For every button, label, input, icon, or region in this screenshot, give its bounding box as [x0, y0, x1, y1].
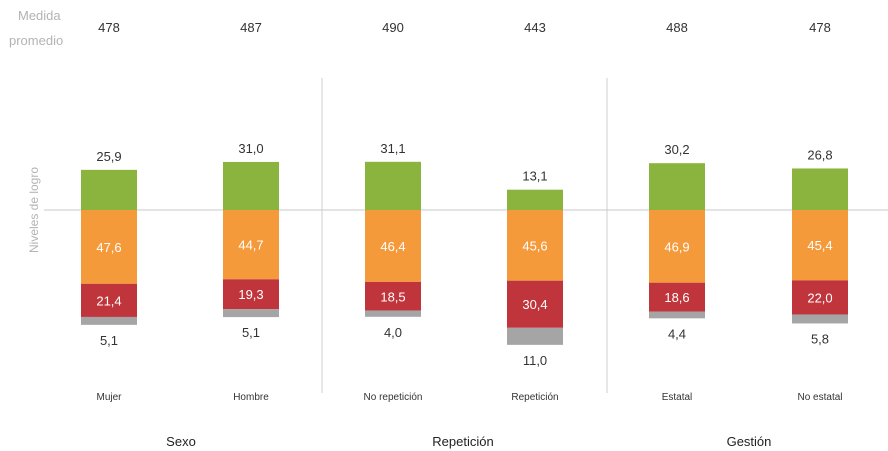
- average-value: 478: [98, 20, 120, 35]
- bar-segment-below-basic: [792, 314, 848, 324]
- bar-segment-satisfactory: [792, 210, 848, 281]
- bar-segment-basic: [507, 280, 563, 328]
- data-label-below-basic: 4,0: [384, 325, 402, 340]
- group-label: Gestión: [727, 434, 772, 449]
- data-label-satisfactory: 45,4: [807, 238, 832, 253]
- y-axis-title: Niveles de logro: [27, 167, 41, 253]
- average-label-line2: promedio: [9, 33, 63, 48]
- data-label-satisfactory: 45,6: [522, 238, 547, 253]
- average-value: 488: [666, 20, 688, 35]
- data-label-below-basic: 5,1: [242, 325, 260, 340]
- data-label-advanced: 30,2: [664, 142, 689, 157]
- data-label-below-basic: 5,1: [100, 333, 118, 348]
- bar-segment-advanced: [223, 161, 279, 210]
- bar-segment-below-basic: [365, 310, 421, 317]
- data-label-advanced: 13,1: [522, 169, 547, 184]
- data-label-satisfactory: 44,7: [238, 238, 263, 253]
- bar-segment-advanced: [649, 163, 705, 210]
- average-value: 490: [382, 20, 404, 35]
- bar-segment-below-basic: [81, 316, 137, 325]
- group-label: Repetición: [432, 434, 493, 449]
- data-label-basic: 18,5: [380, 289, 405, 304]
- data-label-satisfactory: 46,9: [664, 239, 689, 254]
- bar-segment-basic: [792, 280, 848, 315]
- bar-segment-basic: [223, 279, 279, 310]
- average-value: 478: [809, 20, 831, 35]
- data-label-satisfactory: 47,6: [96, 240, 121, 255]
- data-label-basic: 18,6: [664, 290, 689, 305]
- average-legend: Medida promedio: [9, 8, 63, 48]
- category-label: Hombre: [233, 392, 269, 403]
- data-label-below-basic: 11,0: [523, 353, 547, 368]
- bar-segment-advanced: [81, 169, 137, 210]
- category-label: No estatal: [797, 392, 842, 403]
- bar-segment-below-basic: [223, 309, 279, 318]
- data-label-advanced: 31,1: [380, 141, 405, 156]
- bar-segment-satisfactory: [507, 210, 563, 281]
- data-label-advanced: 26,8: [807, 147, 832, 162]
- average-value: 443: [524, 20, 546, 35]
- data-label-below-basic: 5,8: [811, 331, 829, 346]
- bar-segment-basic: [365, 281, 421, 311]
- bar-segment-satisfactory: [649, 210, 705, 283]
- category-label: Mujer: [96, 392, 122, 403]
- data-label-advanced: 31,0: [238, 141, 263, 156]
- data-label-basic: 22,0: [807, 290, 832, 305]
- data-label-basic: 21,4: [96, 293, 121, 308]
- bar-segment-below-basic: [507, 327, 563, 345]
- data-label-below-basic: 4,4: [668, 326, 686, 341]
- bar-segment-below-basic: [649, 311, 705, 319]
- group-label: Sexo: [166, 434, 196, 449]
- average-label-line1: Medida: [18, 8, 61, 23]
- bar-segment-satisfactory: [81, 210, 137, 284]
- category-label: Estatal: [662, 392, 693, 403]
- bar-segment-advanced: [507, 189, 563, 210]
- bar-segment-satisfactory: [365, 210, 421, 282]
- data-label-advanced: 25,9: [96, 149, 121, 164]
- category-label: Repetición: [511, 392, 558, 403]
- average-value: 487: [240, 20, 262, 35]
- bar-segment-satisfactory: [223, 210, 279, 280]
- data-label-basic: 19,3: [238, 287, 263, 302]
- category-label: No repetición: [364, 392, 423, 403]
- bar-segment-basic: [81, 283, 137, 317]
- bar-segment-basic: [649, 282, 705, 312]
- data-label-basic: 30,4: [522, 297, 547, 312]
- data-label-satisfactory: 46,4: [380, 239, 405, 254]
- bar-segment-advanced: [365, 161, 421, 210]
- bar-segment-advanced: [792, 168, 848, 210]
